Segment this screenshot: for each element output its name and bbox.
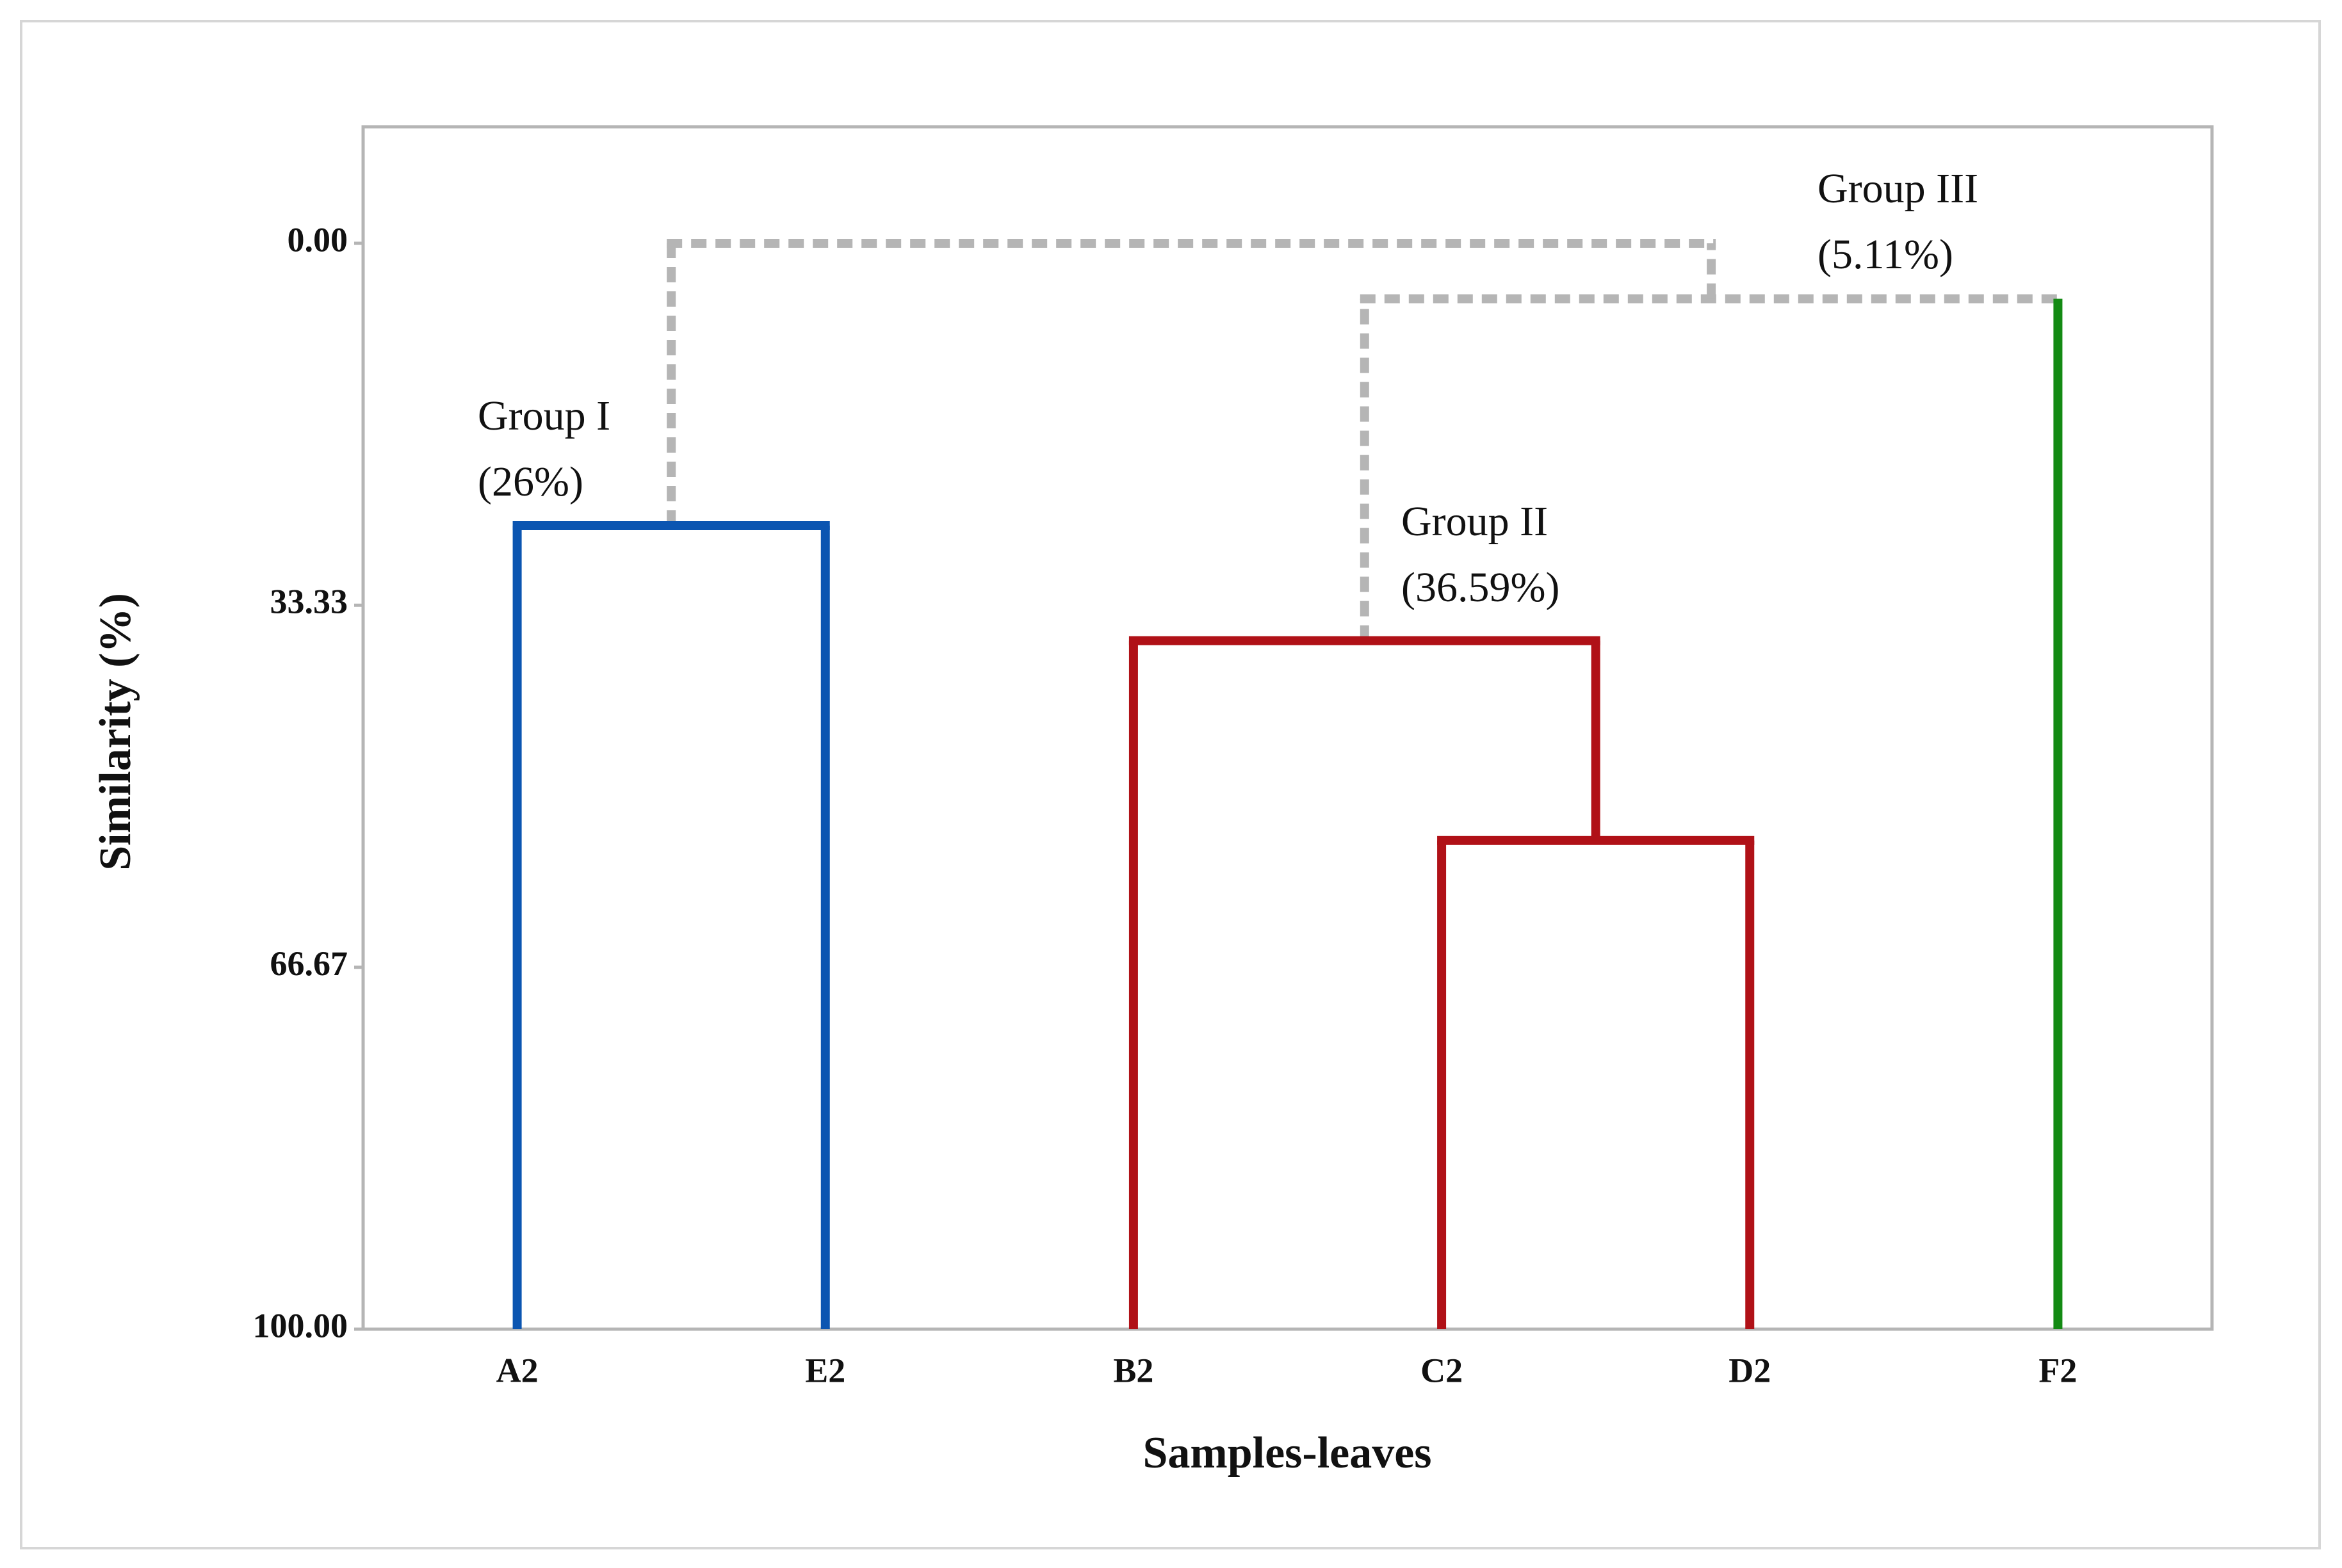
x-tick-label: D2 xyxy=(1728,1351,1771,1389)
x-tick-label: F2 xyxy=(2038,1351,2077,1389)
y-tick-label: 100.00 xyxy=(253,1306,348,1345)
x-tick-label: C2 xyxy=(1420,1351,1463,1389)
group-annotation: Group III xyxy=(1817,165,1978,212)
group-annotation: Group II xyxy=(1401,498,1548,545)
group-annotation: (5.11%) xyxy=(1817,231,1953,278)
y-tick-label: 0.00 xyxy=(288,220,348,259)
x-tick-label: A2 xyxy=(496,1351,539,1389)
group-annotation: Group I xyxy=(478,392,610,439)
group-annotation: (36.59%) xyxy=(1401,564,1559,611)
group-annotation: (26%) xyxy=(478,458,583,505)
plot-frame xyxy=(361,125,2214,1331)
y-tick-label: 33.33 xyxy=(270,583,348,621)
y-tick-label: 66.67 xyxy=(270,944,348,983)
outer-border xyxy=(20,20,2321,1549)
x-tick-label: B2 xyxy=(1113,1351,1153,1389)
y-axis-title: Similarity (%) xyxy=(91,593,140,871)
x-tick-label: E2 xyxy=(805,1351,845,1389)
x-axis-title: Samples-leaves xyxy=(1143,1428,1431,1478)
